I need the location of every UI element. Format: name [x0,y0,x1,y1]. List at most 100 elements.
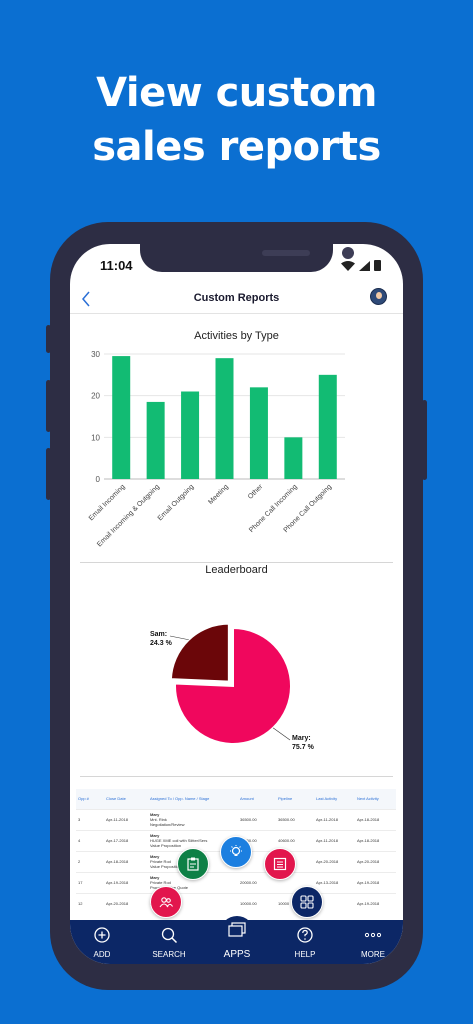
cell-assigned-name: Private Rod [150,859,171,864]
pie-label-name: Mary: [292,735,311,742]
table-row[interactable]: 4 Apr-17-2018 Mary HUGE XME coil with Slitt… [76,829,396,851]
y-tick-label: 20 [91,392,100,401]
apps-icon [228,922,246,937]
status-icons [341,260,381,271]
phone-mute-switch [46,325,51,353]
tab-more-label: MORE [361,950,385,959]
tab-more[interactable]: MORE [345,920,401,964]
cell-amount: 10000.00 [238,892,276,914]
cell-close-date: Apr-19-2018 [104,871,148,893]
phone-volume-up [46,380,51,432]
pie-leader-line [272,727,291,741]
table-row[interactable]: 12Apr-20-2018Mary10000.0010000Apr-19-201… [76,892,396,914]
cell-assigned-who: Mary [150,875,160,880]
clipboard-icon [187,857,199,871]
help-icon [297,927,313,943]
front-camera [342,247,354,259]
fab-grid[interactable] [291,886,323,918]
contacts-icon [159,897,173,908]
cell-next-activity: Apr-18-2018 [355,808,396,830]
cell-next-activity: Apr-20-2018 [355,850,396,872]
y-tick-label: 30 [91,350,100,359]
tab-apps[interactable]: APPS [209,920,265,964]
x-tick-label: Other [247,483,265,501]
cell-amount: 20000.00 [238,871,276,893]
col-amount: Amount [238,789,276,809]
headline: View custom sales reports [0,66,473,174]
fab-lightbulb[interactable] [220,836,252,868]
col-close-date: Close Date [104,789,148,809]
x-tick-label: Meeting [207,483,230,506]
nav-bar: Custom Reports [70,284,403,314]
bottom-tab-bar: ADD SEARCH APPS HELP MORE [70,916,403,964]
headline-line-1: View custom [96,70,377,116]
tab-apps-label: APPS [223,949,251,960]
tab-search[interactable]: SEARCH [141,920,197,964]
cell-assigned-stage: Value Proposition [150,864,182,869]
cell-assigned: Mary HUGE XME coil with Slitter/Sers Value… [148,829,238,851]
grid-icon [300,895,314,909]
bar-chart-title: Activities by Type [194,330,279,342]
cellular-signal-icon [359,260,370,271]
status-time: 11:04 [100,258,133,273]
list-icon [273,857,287,871]
tab-help-label: HELP [294,950,316,959]
cell-last-activity [314,892,355,914]
pie-label-name: Sam: [150,631,167,638]
pie-leader-line [169,635,189,641]
table-header-row: Opp # Close Date Assigned To / Opp. Name… [76,789,396,809]
pie-chart-title: Leaderboard [205,564,268,576]
cell-last-activity: Apr-11-2018 [314,829,355,851]
col-last-activity: Last Activity [314,789,355,809]
bar [249,387,268,479]
cell-assigned-name: Private Rod [150,880,171,885]
cell-close-date: Apr-20-2018 [104,892,148,914]
cell-next-activity: Apr-19-2018 [355,892,396,914]
cell-assigned-name: Mnt. Rink [150,817,167,822]
cell-next-activity: Apr-18-2018 [355,829,396,851]
bar [146,401,165,479]
table-row[interactable]: 3 Apr-11-2018 Mary Mnt. Rink Negotiation/Rev… [76,808,396,830]
app-screen: 11:04 Custom Reports Activities by Type … [70,244,403,964]
fab-contacts[interactable] [150,886,182,918]
x-tick-label: Email Incoming [88,483,127,522]
search-icon [161,927,178,944]
fab-list[interactable] [264,848,296,880]
tab-search-label: SEARCH [152,950,186,959]
bar [112,356,131,479]
col-assigned: Assigned To / Opp. Name / Stage [148,789,238,809]
tab-help[interactable]: HELP [277,920,333,964]
phone-notch [140,244,354,272]
cell-pipeline: 40600.00 [276,829,314,851]
user-avatar[interactable] [370,288,387,305]
cell-assigned-name: HUGE XME coil with Slitter/Sers [150,838,208,843]
pie-slice [174,626,292,745]
cell-assigned-who: Mary [150,812,160,817]
y-tick-label: 0 [96,475,101,484]
cell-opp: 2 [76,850,104,872]
section-divider-2 [80,776,393,777]
cell-opp: 3 [76,808,104,830]
cell-close-date: Apr-11-2018 [104,808,148,830]
tab-add[interactable]: ADD [74,920,130,964]
col-pipeline: Pipeline [276,789,314,809]
battery-icon [374,260,381,271]
cell-last-activity: Apr-11-2018 [314,808,355,830]
cell-amount: 36500.00 [238,808,276,830]
y-tick-label: 10 [91,433,100,442]
tab-add-label: ADD [93,950,111,959]
wifi-icon [341,260,355,271]
cell-opp: 12 [76,892,104,914]
fab-clipboard[interactable] [177,848,209,880]
col-opp: Opp # [76,789,104,809]
cell-assigned-who: Mary [150,854,160,859]
cell-last-activity: Apr-13-2018 [314,871,355,893]
pie-label-value: 24.3 % [150,640,173,647]
speaker-grille [262,250,310,256]
more-icon [364,932,382,938]
cell-assigned: Mary Mnt. Rink Negotiation/Review [148,808,238,830]
pie-slice [169,622,230,683]
chevron-left-icon[interactable] [80,289,92,309]
